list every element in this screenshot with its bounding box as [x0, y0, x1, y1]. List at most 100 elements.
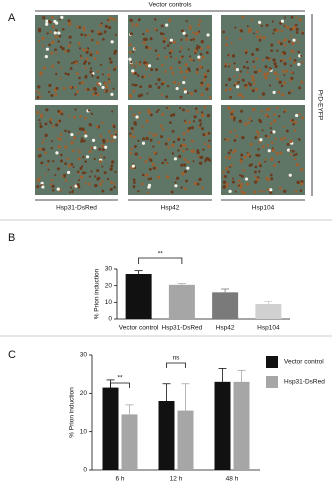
- cell: [185, 179, 188, 183]
- cell: [131, 24, 134, 28]
- cell: [185, 34, 188, 37]
- cell: [107, 73, 111, 77]
- cell: [289, 139, 293, 144]
- cell: [132, 113, 136, 117]
- cell: [169, 66, 173, 70]
- bar: [177, 410, 194, 470]
- cell: [248, 28, 251, 31]
- cell: [276, 73, 279, 76]
- cell: [281, 70, 285, 73]
- cell: [70, 162, 74, 166]
- cell: [58, 119, 62, 123]
- legend-label: Vector control: [284, 359, 324, 366]
- cell: [222, 186, 226, 189]
- cell: [134, 72, 138, 75]
- cell: [109, 167, 113, 171]
- cell: [276, 77, 280, 81]
- cell: [266, 143, 270, 147]
- cell: [57, 145, 61, 149]
- cell: [271, 147, 274, 150]
- cell: [188, 26, 192, 30]
- cell: [267, 188, 270, 191]
- cell: [177, 137, 181, 141]
- cell: [206, 113, 211, 118]
- cell: [103, 81, 108, 85]
- cell: [110, 160, 115, 164]
- bright-cell: [131, 69, 135, 73]
- cell: [186, 109, 189, 113]
- cell: [72, 149, 75, 153]
- cell: [57, 40, 60, 43]
- cell: [79, 175, 84, 179]
- cell: [59, 110, 63, 114]
- cell: [155, 133, 158, 136]
- cell: [259, 190, 262, 193]
- cell: [293, 153, 296, 157]
- cell: [88, 175, 92, 178]
- cell: [42, 44, 45, 47]
- cell: [107, 78, 111, 81]
- bright-cell: [70, 133, 74, 137]
- bright-cell: [93, 146, 97, 150]
- cell: [259, 35, 262, 39]
- cell: [55, 72, 58, 76]
- cell: [295, 27, 299, 31]
- cell: [171, 113, 176, 117]
- cell: [88, 122, 93, 127]
- cell: [279, 59, 283, 63]
- cell: [108, 57, 112, 60]
- cell: [225, 166, 229, 171]
- cell: [172, 81, 175, 84]
- cell: [177, 149, 180, 152]
- cell: [280, 137, 284, 141]
- cell: [287, 40, 291, 44]
- panel-title: Vector controls: [149, 2, 193, 9]
- cell: [187, 48, 190, 51]
- cell: [232, 177, 235, 180]
- cell: [90, 51, 93, 54]
- cell: [47, 20, 51, 23]
- micrograph-tile: [35, 105, 118, 195]
- cell: [111, 110, 114, 113]
- cell: [241, 95, 245, 99]
- cell: [60, 159, 64, 163]
- bright-cell: [45, 47, 50, 51]
- cell: [151, 163, 155, 167]
- cell: [180, 186, 183, 189]
- cell: [51, 125, 55, 128]
- cell: [157, 53, 161, 57]
- cell: [139, 61, 142, 64]
- cell: [81, 127, 85, 131]
- cell: [89, 53, 93, 57]
- cell: [105, 139, 109, 143]
- cell: [185, 20, 188, 23]
- cell: [162, 40, 166, 44]
- cell: [258, 38, 262, 42]
- cell: [148, 156, 151, 159]
- cell: [40, 113, 44, 117]
- cell: [291, 118, 295, 122]
- cell: [239, 29, 244, 33]
- cell: [95, 125, 99, 129]
- cell: [80, 56, 83, 60]
- legend-label: Hsp31-DsRed: [284, 379, 325, 386]
- cell: [295, 31, 299, 34]
- cell: [141, 182, 144, 186]
- cell: [50, 93, 54, 97]
- cell: [101, 148, 105, 152]
- cell: [222, 30, 226, 34]
- cell: [248, 83, 253, 87]
- cell: [200, 93, 204, 97]
- cell: [84, 182, 87, 185]
- cell: [66, 49, 70, 53]
- cell: [90, 29, 94, 33]
- x-tick-label: Hsp31-DsRed: [161, 325, 202, 332]
- cell: [99, 32, 103, 36]
- cell: [131, 22, 134, 25]
- cell: [290, 35, 293, 38]
- legend-swatch: [266, 356, 278, 368]
- cell: [202, 78, 206, 82]
- cell: [251, 18, 254, 21]
- cell: [271, 141, 274, 145]
- cell: [147, 177, 150, 181]
